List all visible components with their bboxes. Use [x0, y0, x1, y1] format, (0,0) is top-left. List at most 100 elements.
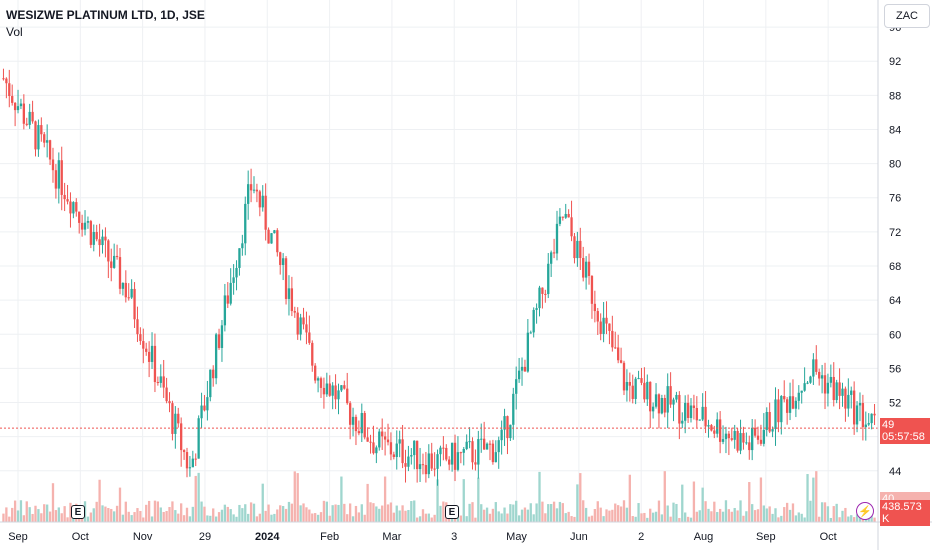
candle-body [625, 381, 629, 391]
candle-body [331, 385, 334, 396]
candle-body [46, 140, 49, 143]
volume-bar [523, 507, 527, 522]
candle-body [214, 334, 218, 379]
candle-body [360, 413, 363, 434]
candle-body [284, 258, 288, 299]
volume-bar [413, 500, 416, 522]
candle-body [552, 252, 556, 254]
volume-bar [651, 512, 655, 522]
volume-bar [582, 500, 585, 522]
volume-bar [212, 508, 215, 522]
volume-bar [372, 503, 375, 522]
volume-bar [209, 515, 212, 522]
candle-body [223, 295, 227, 326]
candle-body [614, 347, 617, 349]
volume-bar [174, 510, 177, 522]
candle-body [704, 406, 707, 427]
volume-bar [395, 505, 398, 522]
candle-body [281, 258, 285, 265]
volume-bar [284, 508, 288, 522]
candle-body [780, 396, 783, 423]
price-axis[interactable]: 4448525660646872768084889296 [877, 0, 901, 550]
candle-body [340, 385, 343, 391]
volume-bar [407, 509, 410, 522]
volume-bar [302, 503, 305, 522]
candle-body [363, 413, 366, 438]
volume-bar [541, 501, 544, 522]
volume-bar [468, 503, 471, 522]
earnings-marker[interactable]: E [445, 505, 459, 519]
candle-body [550, 252, 553, 264]
candle-body [442, 447, 445, 449]
candle-body [448, 459, 451, 465]
time-axis[interactable]: Sep Oct Nov 29 2024 Feb Mar 3 May Jun 2 Aug Sep Oct [0, 521, 932, 543]
earnings-marker[interactable]: E [71, 505, 85, 519]
candle-body [718, 419, 722, 442]
candle-body [28, 111, 31, 125]
volume-bar [826, 506, 830, 522]
candle-body [619, 360, 623, 363]
volume-bar [838, 517, 841, 522]
volume-bar [555, 508, 559, 522]
volume-bar [249, 502, 253, 522]
volume-bar [765, 508, 768, 522]
candle-body [197, 418, 200, 459]
volume-bar [692, 481, 696, 522]
candle-body [383, 436, 387, 440]
volume-bar [150, 516, 154, 522]
candle-body [526, 332, 530, 372]
y-tick-label: 84 [889, 124, 901, 136]
candle-body [631, 385, 634, 399]
volume-bar [579, 473, 582, 522]
volume-bar [785, 502, 789, 522]
volume-bar [762, 505, 765, 522]
candle-body [576, 240, 579, 259]
candle-body [797, 392, 800, 401]
volume-bar [614, 503, 617, 522]
candle-body [279, 252, 282, 265]
volume-bar [34, 505, 37, 522]
candle-body [139, 334, 142, 342]
volume-bar [803, 517, 806, 522]
volume-bar [509, 504, 512, 522]
volume-bar [264, 510, 267, 522]
candle-body [756, 435, 760, 440]
candle-body [826, 382, 830, 394]
volume-bar [113, 511, 116, 522]
candle-body [678, 394, 681, 424]
volume-bar [177, 513, 180, 522]
volume-bar [316, 514, 320, 522]
volume-bar [474, 517, 477, 522]
candle-body [759, 439, 763, 444]
lightning-icon[interactable]: ⚡ [856, 502, 874, 520]
y-tick-label: 68 [889, 261, 901, 273]
candle-body [346, 388, 349, 404]
candle-body [861, 403, 865, 428]
candle-body [372, 442, 375, 454]
y-tick-label: 52 [889, 398, 901, 410]
last-volume-tag: 438.573 K [880, 500, 930, 526]
volume-bar [812, 477, 815, 522]
volume-bar [363, 514, 366, 522]
candle-body [415, 440, 419, 470]
symbol-title: WESIZWE PLATINUM LTD, 1D, JSE [6, 8, 205, 22]
candle-body [401, 439, 404, 464]
candle-body [2, 78, 5, 80]
candle-body [110, 261, 113, 268]
volume-bar [619, 506, 623, 522]
currency-button[interactable]: ZAC [884, 4, 930, 28]
volume-bar [672, 502, 675, 522]
volume-bar [232, 514, 235, 522]
volume-bar [389, 502, 393, 522]
volume-bar [89, 512, 93, 522]
volume-bar [617, 505, 620, 522]
volume-bar [325, 501, 328, 522]
volume-bar [43, 504, 46, 522]
volume-bar [718, 508, 722, 522]
x-tick-label: Aug [694, 531, 714, 543]
volume-bar [83, 501, 87, 522]
volume-bar [640, 513, 643, 522]
volume-bar [16, 510, 20, 522]
volume-bar [86, 516, 90, 522]
